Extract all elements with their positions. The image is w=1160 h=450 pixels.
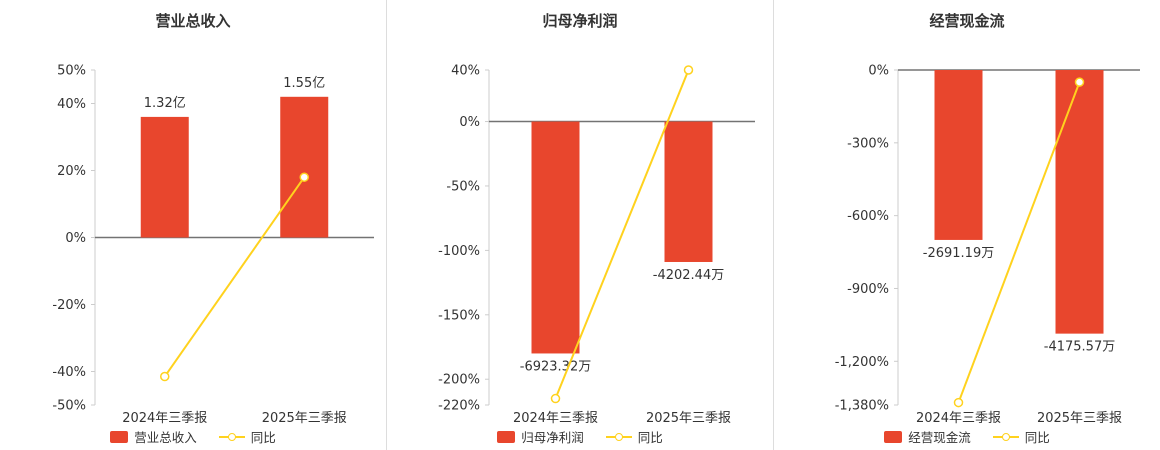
legend-label-yoy: 同比 <box>637 430 663 445</box>
y-tick-label: 40% <box>451 64 480 79</box>
yoy-line <box>163 176 306 378</box>
line-swatch-icon <box>992 432 1019 441</box>
chart-title-net-profit: 归母净利润 <box>542 12 618 30</box>
chart-panel-cash-flow: 经营现金流 0% -300% -600% -900% -1,200% -1,380% -26… <box>773 0 1160 450</box>
legend-revenue: 营业总收入 同比 <box>0 427 386 446</box>
bar-value-label: 1.55亿 <box>283 76 325 91</box>
bar[interactable] <box>664 121 713 262</box>
cash-flow-chart-plot: 0% -300% -600% -900% -1,200% -1,380% -2691.19万… <box>835 64 1140 426</box>
yoy-marker[interactable] <box>1074 77 1085 87</box>
yoy-marker[interactable] <box>299 172 309 182</box>
line-swatch-icon <box>605 432 632 441</box>
legend-item-net-profit-bar[interactable]: 归母净利润 <box>497 427 584 446</box>
y-tick-label: -1,200% <box>835 355 889 370</box>
bar[interactable] <box>934 70 983 240</box>
legend-label-yoy: 同比 <box>1024 430 1050 445</box>
bar-value-label: -6923.32万 <box>520 359 591 374</box>
x-category-label: 2025年三季报 <box>646 411 731 426</box>
bar[interactable] <box>1055 70 1104 334</box>
y-tick-label: -50% <box>446 179 480 194</box>
y-tick-label: -200% <box>438 373 480 388</box>
chart-title-cash-flow: 经营现金流 <box>929 12 1005 30</box>
chart-panel-revenue: 营业总收入 50% 40% 20% 0% -20% -40% -50% 1.32亿 1.55亿 2… <box>0 0 386 450</box>
y-tick-label: -1,380% <box>835 399 889 414</box>
y-tick-label: -150% <box>438 308 480 323</box>
legend-cash-flow: 经营现金流 同比 <box>774 427 1160 446</box>
legend-item-revenue-yoy[interactable]: 同比 <box>218 427 276 446</box>
bar[interactable] <box>531 121 580 354</box>
legend-label-net-profit: 归母净利润 <box>521 430 584 445</box>
y-tick-label: 20% <box>57 164 86 179</box>
bar[interactable] <box>140 116 189 238</box>
bar-value-label: 1.32亿 <box>144 96 186 111</box>
x-category-label: 2024年三季报 <box>122 411 207 426</box>
chart-title-revenue: 营业总收入 <box>155 12 231 30</box>
line-swatch-icon <box>218 432 245 441</box>
x-category-label: 2024年三季报 <box>916 411 1001 426</box>
bar-value-label: -4202.44万 <box>653 268 724 283</box>
legend-label-yoy: 同比 <box>250 430 276 445</box>
bar-value-label: -2691.19万 <box>923 246 994 261</box>
bar-swatch-icon <box>497 430 516 443</box>
yoy-line <box>554 69 690 399</box>
y-tick-label: -900% <box>847 282 889 297</box>
y-tick-label: 0% <box>65 231 86 246</box>
bar-swatch-icon <box>110 430 129 443</box>
y-tick-label: -220% <box>438 399 480 414</box>
y-tick-label: 40% <box>57 97 86 112</box>
legend-item-cash-flow-bar[interactable]: 经营现金流 <box>884 427 971 446</box>
y-tick-label: -20% <box>52 298 86 313</box>
yoy-marker[interactable] <box>683 65 694 75</box>
y-tick-label: -40% <box>52 365 86 380</box>
y-tick-label: 0% <box>868 64 889 79</box>
y-tick-label: 50% <box>57 64 86 79</box>
x-category-label: 2024年三季报 <box>513 411 598 426</box>
y-tick-label: -600% <box>847 209 889 224</box>
legend-item-net-profit-yoy[interactable]: 同比 <box>605 427 663 446</box>
x-category-label: 2025年三季报 <box>1037 411 1122 426</box>
chart-panel-net-profit: 归母净利润 40% 0% -50% -100% -150% -200% -220% -6923… <box>386 0 773 450</box>
yoy-marker[interactable] <box>160 371 170 382</box>
y-tick-label: -100% <box>438 244 480 259</box>
y-tick-label: 0% <box>459 115 480 130</box>
yoy-line <box>957 81 1081 403</box>
legend-item-cash-flow-yoy[interactable]: 同比 <box>992 427 1050 446</box>
net-profit-chart-plot: 40% 0% -50% -100% -150% -200% -220% -6923.32万 -4… <box>438 64 755 426</box>
bar[interactable] <box>280 96 329 238</box>
yoy-marker[interactable] <box>550 393 561 404</box>
legend-item-revenue-bar[interactable]: 营业总收入 <box>110 427 197 446</box>
y-tick-label: -300% <box>847 136 889 151</box>
revenue-chart-plot: 50% 40% 20% 0% -20% -40% -50% 1.32亿 1.55亿 2024年三季… <box>52 64 374 426</box>
x-category-label: 2025年三季报 <box>262 411 347 426</box>
legend-net-profit: 归母净利润 同比 <box>387 427 773 446</box>
yoy-marker[interactable] <box>953 397 964 408</box>
bar-value-label: -4175.57万 <box>1044 340 1115 355</box>
bar-swatch-icon <box>884 430 903 443</box>
legend-label-revenue: 营业总收入 <box>134 430 197 445</box>
y-tick-label: -50% <box>52 399 86 414</box>
legend-label-cash-flow: 经营现金流 <box>908 430 971 445</box>
